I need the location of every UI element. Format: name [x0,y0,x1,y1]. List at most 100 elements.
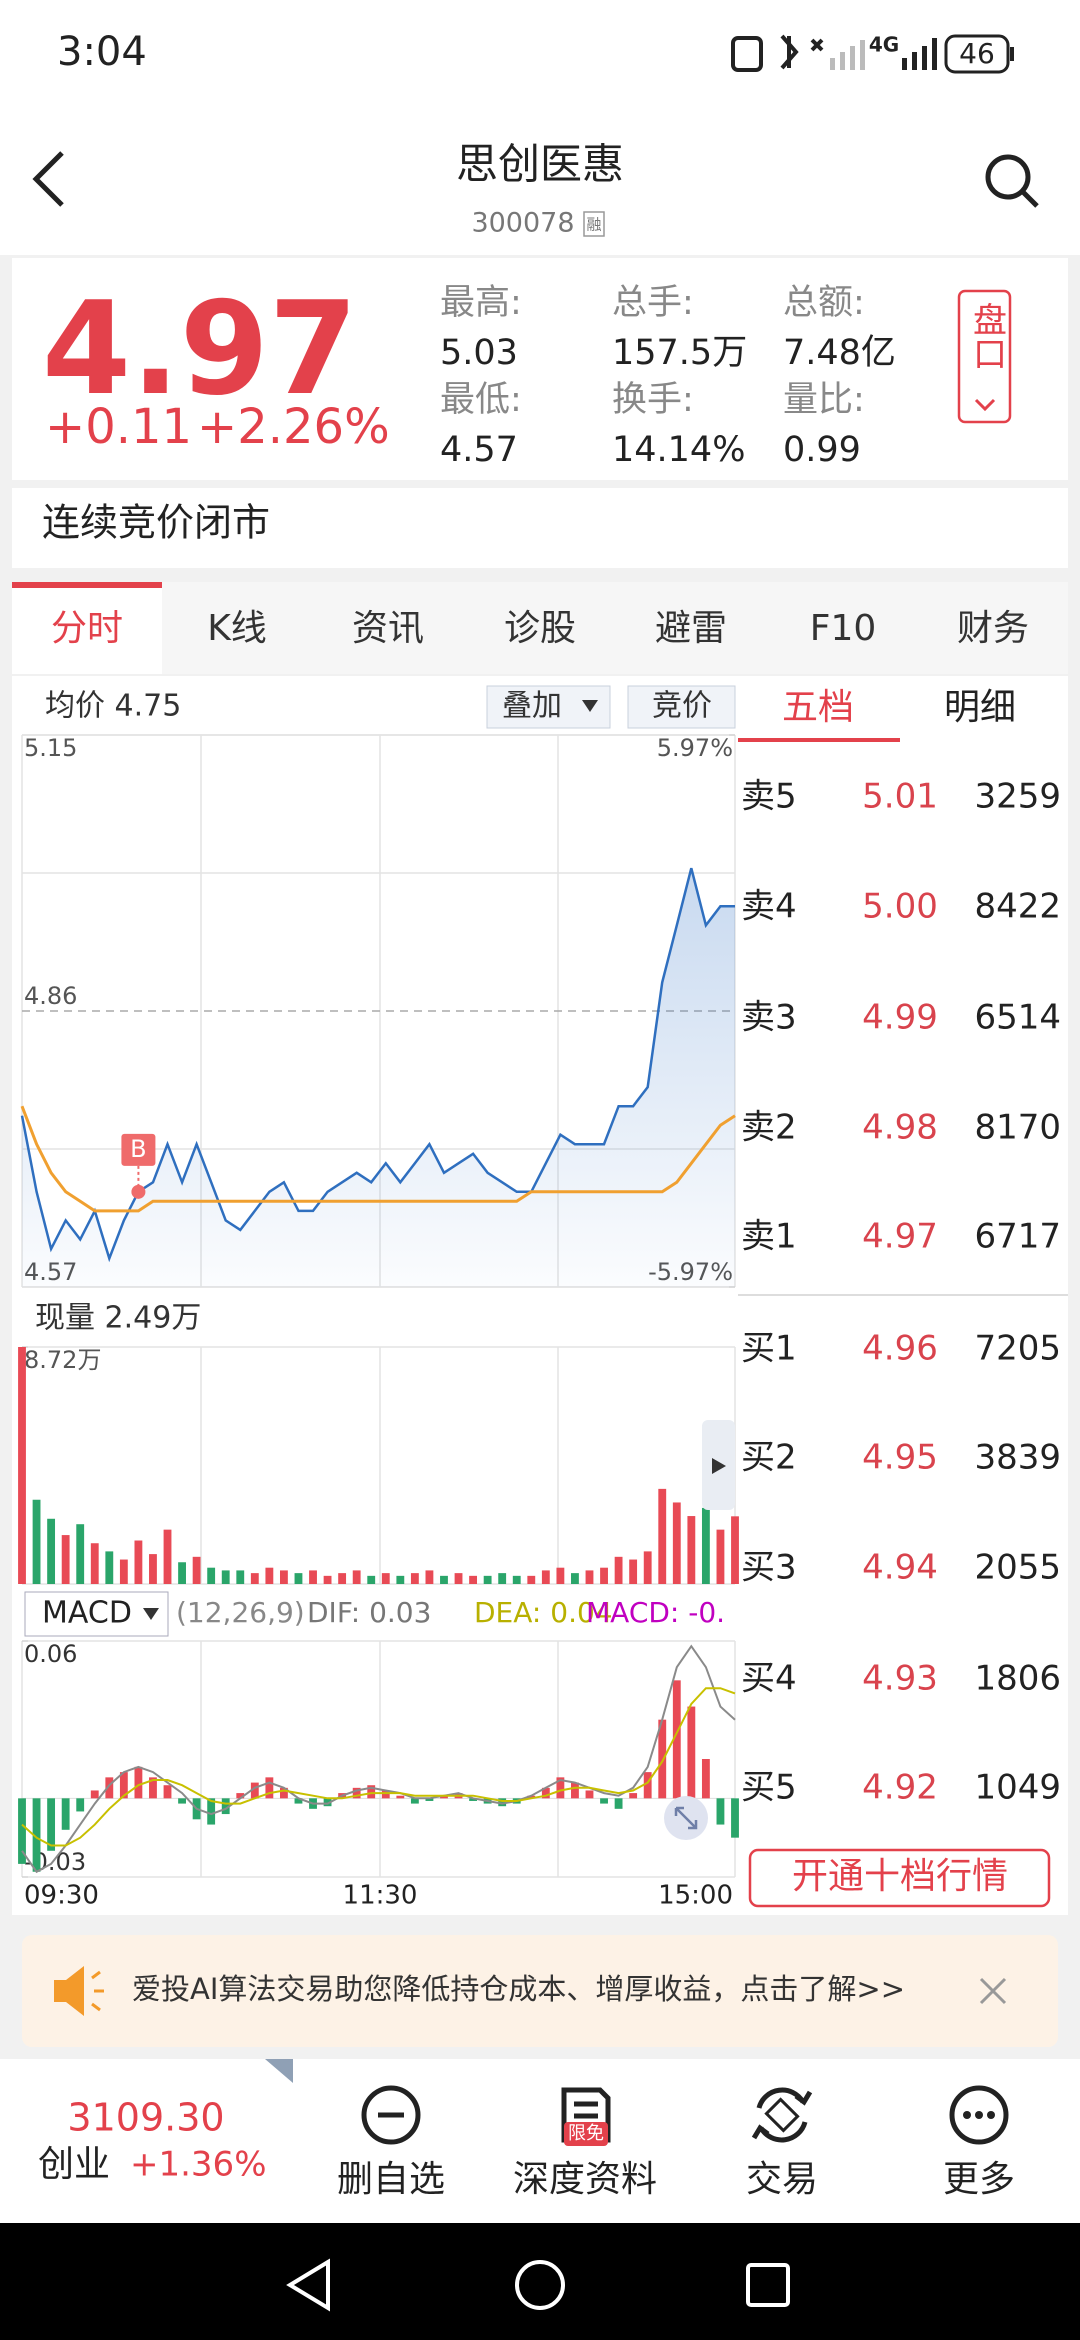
panel-button-label[interactable]: 盘口 [967,302,1007,370]
volume-bar [32,1499,41,1584]
book-price: 4.99 [862,998,938,1038]
volume-title: 现量 2.49万 [35,1301,201,1336]
sys-home[interactable] [515,2260,565,2310]
tab[interactable]: 避雷 [655,608,727,649]
macd-bar [236,1793,245,1799]
macd-bar [149,1777,157,1799]
nav-label[interactable]: 深度资料 [513,2159,657,2200]
nav-label[interactable]: 删自选 [337,2159,445,2200]
nav-label[interactable]: 更多 [943,2159,1015,2200]
banner-text[interactable]: 爱投AI算法交易助您降低持仓成本、增厚收益，点击了解>> [132,1972,905,2006]
sys-recents[interactable] [746,2263,790,2307]
free-badge-bg [564,2122,608,2146]
price-area [22,868,735,1287]
volume-bar [643,1551,652,1584]
overlay-caret [582,700,598,712]
tab[interactable]: 资讯 [352,608,424,649]
tab-active-bg [12,582,162,674]
corner-mark [265,2059,293,2083]
book-volume: 6514 [974,998,1061,1038]
macd-bar [134,1766,143,1799]
book-tab-active[interactable]: 五档 [782,687,854,728]
book-price: 4.98 [862,1108,938,1148]
overlay-button[interactable] [486,685,611,729]
macd-bar [614,1798,623,1809]
stat-label: 总额: [783,283,865,323]
tab[interactable]: 财务 [957,608,1029,649]
stat-label: 换手: [612,380,694,420]
book-label: 卖2 [741,1108,797,1148]
macd-select[interactable] [24,1591,169,1637]
macd-bar [279,1787,288,1799]
last-price: 4.97 [42,275,358,424]
volume-bar [119,1559,128,1584]
macd-bar [250,1782,259,1799]
stat-value: 4.57 [440,430,518,470]
tab[interactable]: F10 [810,608,877,649]
panel-button[interactable] [957,289,1012,424]
volume-bar [454,1573,463,1584]
back-button[interactable] [32,151,64,207]
book-tab[interactable]: 明细 [944,687,1016,728]
sys-back[interactable] [286,2258,330,2312]
volume-bar [18,1347,26,1584]
y-tick-label: 4.86 [24,982,77,1010]
upgrade-button[interactable] [748,1848,1051,1908]
stat-label: 量比: [783,380,865,420]
tab[interactable]: 诊股 [504,608,576,649]
volume-bar [76,1524,85,1584]
book-label: 卖5 [741,777,797,817]
index-name[interactable]: 创业 [38,2144,110,2185]
volume-bar [207,1567,216,1584]
dea-label: DEA: 0.04 [474,1596,613,1629]
overlay-label[interactable]: 叠加 [502,689,562,724]
search-button[interactable] [985,154,1039,208]
book-volume: 7205 [974,1329,1061,1369]
book-tab-indicator [738,738,900,742]
volume-bar [687,1516,696,1584]
volume-bar [221,1570,230,1584]
nav-label[interactable]: 交易 [746,2159,818,2200]
auction-button[interactable] [627,685,736,729]
signal-2 [902,38,937,70]
speaker-waves [91,1970,104,2012]
more-dots [963,2111,995,2119]
macd-bar [381,1790,390,1799]
banner-close[interactable] [979,1977,1007,2005]
macd-bar [410,1798,419,1804]
index-value[interactable]: 3109.30 [67,2096,224,2140]
macd-bar [701,1759,710,1799]
macd-bar [396,1795,405,1799]
book-volume: 1049 [974,1768,1061,1808]
book-volume: 3839 [974,1438,1061,1478]
battery [944,34,1010,74]
tab-indicator [12,582,162,588]
collapse-arrow [712,1458,726,1474]
auction-label[interactable]: 竞价 [652,689,712,724]
banner[interactable] [22,1935,1058,2047]
upgrade-label[interactable]: 开通十档行情 [792,1856,1008,1897]
macd-caret [143,1608,159,1620]
index-change[interactable]: +1.36% [130,2145,267,2185]
nav: 删自选 深度资料 交易 更多 [337,2159,1015,2200]
book-volume: 8170 [974,1108,1061,1148]
stat-value: 7.48亿 [783,333,896,373]
macd-bar [119,1772,128,1799]
system-nav [0,2223,1080,2340]
book-price: 4.95 [862,1438,938,1478]
tab[interactable]: K线 [207,608,267,649]
tab[interactable]: 分时 [51,608,123,649]
volume-bar [279,1570,288,1584]
volume-bar [323,1575,332,1584]
macd-bar [643,1772,652,1799]
tabs: 分时 K线 资讯 诊股 避雷 F10 财务 [51,608,1029,649]
stat-label: 最高: [440,283,522,323]
avg-price: 均价 4.75 [45,689,181,724]
volume-bar [614,1556,623,1584]
book-volume: 8422 [974,887,1061,927]
volume-bar [265,1567,274,1584]
book-price: 4.96 [862,1329,938,1369]
